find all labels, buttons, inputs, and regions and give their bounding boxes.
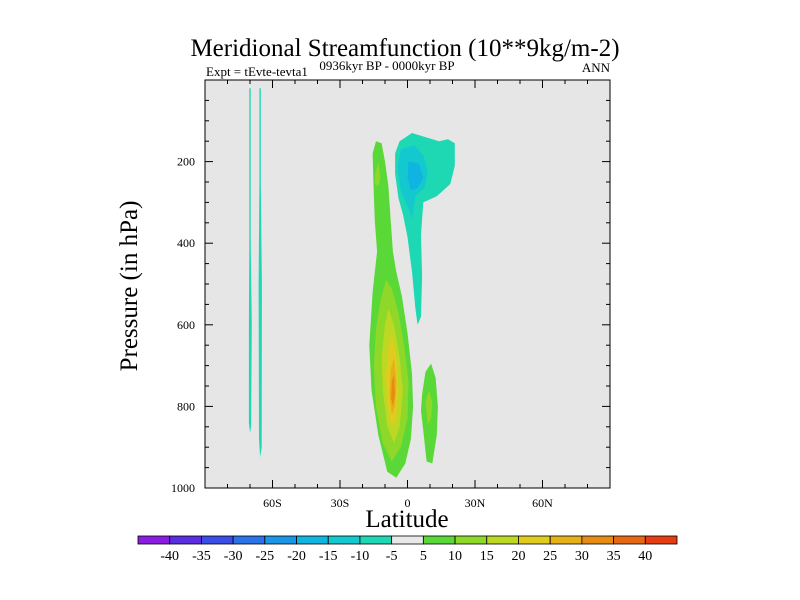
colorbar-label: 20	[511, 549, 525, 564]
colorbar-swatch	[296, 535, 329, 545]
colorbar-label: -10	[351, 549, 370, 564]
colorbar-swatch	[391, 535, 424, 545]
colorbar-swatch	[327, 535, 361, 545]
contour-east-lobe-level-10	[425, 390, 433, 425]
colorbar-swatch	[201, 535, 234, 545]
colorbar-swatch	[359, 535, 393, 545]
colorbar-label: -30	[224, 549, 243, 564]
colorbar-swatch	[518, 535, 551, 545]
colorbar-swatch	[422, 535, 456, 545]
colorbar-label: -20	[287, 549, 306, 564]
chart-title: Meridional Streamfunction (10**9kg/m-2)	[190, 35, 619, 62]
x-axis-label: Latitude	[365, 506, 448, 533]
y-tick-label: 200	[177, 155, 195, 169]
colorbar-label: 40	[638, 549, 652, 564]
colorbar-swatch	[454, 535, 488, 545]
y-tick-label: 1000	[171, 481, 195, 495]
chart-subtitle-right: ANN	[582, 60, 611, 75]
x-tick-label: 60S	[263, 496, 282, 510]
colorbar-swatch	[581, 535, 614, 545]
x-tick-label: 0	[405, 496, 411, 510]
colorbar-label: 10	[448, 549, 462, 564]
chart-subtitle-left: Expt = tEvte-tevta1	[206, 64, 308, 79]
colorbar-swatch	[232, 535, 266, 545]
y-axis-label: Pressure (in hPa)	[116, 201, 143, 372]
colorbar-swatch	[613, 535, 646, 545]
colorbar-label: 25	[543, 549, 557, 564]
colorbar-label: 5	[420, 549, 427, 564]
colorbar-label: -15	[319, 549, 338, 564]
colorbar-label: -40	[160, 549, 179, 564]
contour-south-core-level-30	[391, 373, 396, 407]
contour-narrow-negative-band-a	[248, 88, 252, 433]
colorbar-label: -35	[192, 549, 211, 564]
colorbar-label: 35	[607, 549, 621, 564]
contour-north-plume-level-15	[407, 161, 424, 191]
contour-south-column-level-10	[374, 161, 381, 187]
x-tick-label: 30S	[331, 496, 350, 510]
contour-layer	[248, 88, 455, 478]
colorbar-swatch	[486, 535, 519, 545]
chart-subtitle-center: 0936kyr BP - 0000kyr BP	[319, 58, 454, 73]
y-tick-label: 400	[177, 236, 195, 250]
colorbar-label: 15	[480, 549, 494, 564]
colorbar-swatch	[137, 535, 171, 545]
x-tick-label: 30N	[465, 496, 486, 510]
y-tick-label: 600	[177, 318, 195, 332]
colorbar-swatch	[264, 535, 297, 545]
colorbar-label: 30	[575, 549, 589, 564]
axis-tick-layer: 60S 30S 0 30N 60N 200 400 600 800 1000	[171, 79, 611, 510]
colorbar-label: -5	[386, 549, 398, 564]
colorbar-swatch	[644, 535, 678, 545]
colorbar-swatch	[169, 535, 202, 545]
colorbar: -40 -35 -30 -25 -20 -15 -10 -5 5 10 15 20 25 30 35 40	[137, 535, 678, 564]
y-tick-label: 800	[177, 399, 195, 413]
x-tick-label: 60N	[532, 496, 553, 510]
contour-narrow-negative-band-b	[258, 88, 262, 458]
colorbar-label: -25	[255, 549, 274, 564]
colorbar-swatch	[549, 535, 583, 545]
